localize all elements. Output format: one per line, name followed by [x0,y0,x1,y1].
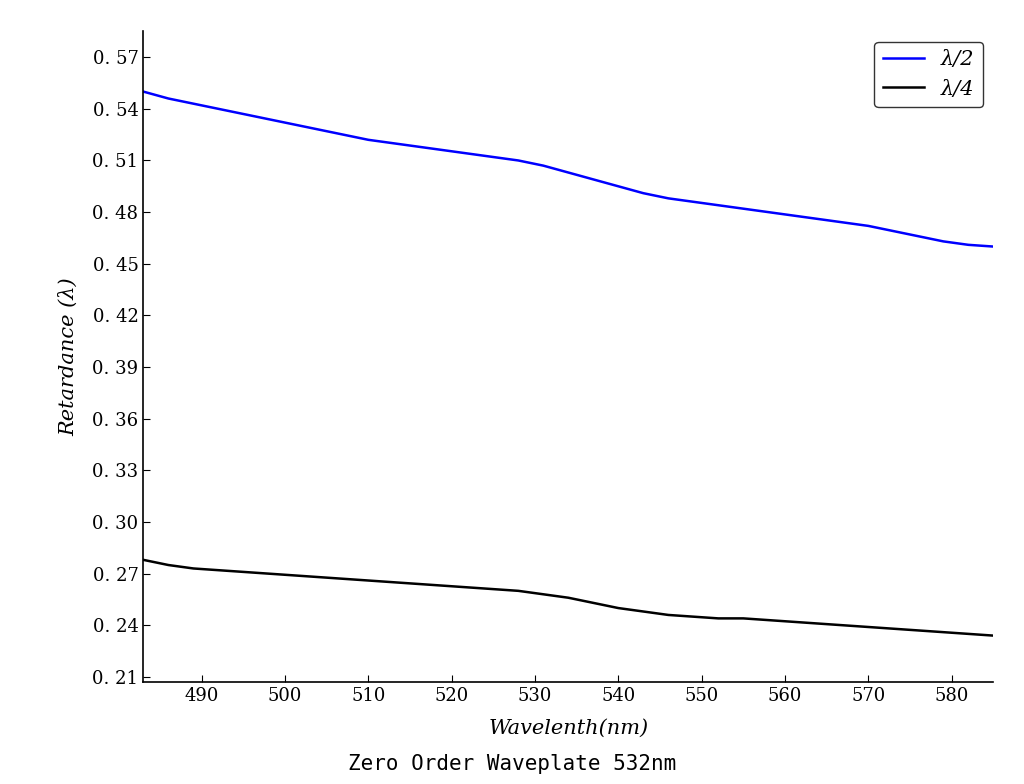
λ/4 [487,584,500,593]
λ/2 [262,114,274,124]
λ/2 [787,211,800,220]
λ/2 [963,240,975,249]
λ/4 [812,619,824,628]
λ/4 [212,565,224,575]
λ/4 [287,571,299,580]
λ/2 [612,182,625,191]
λ/2 [337,130,349,140]
X-axis label: Wavelenth(nm): Wavelenth(nm) [488,719,648,738]
λ/2 [812,214,824,223]
λ/4 [963,630,975,639]
λ/4 [512,586,524,596]
λ/2 [462,149,474,158]
λ/4 [787,617,800,626]
λ/4 [262,569,274,579]
λ/2 [587,175,599,184]
λ/4 [838,621,850,630]
λ/2 [687,197,699,206]
λ/2 [637,188,649,198]
λ/2 [538,161,550,170]
λ/4 [637,607,649,616]
λ/2 [512,156,524,165]
λ/2 [562,168,574,177]
λ/2 [663,194,675,203]
λ/2 [712,201,724,210]
λ/2 [762,208,774,217]
λ/4 [187,564,200,573]
λ/4 [663,610,675,619]
λ/4 [337,574,349,583]
λ/4 [862,622,874,632]
λ/4 [762,615,774,625]
λ/2 [887,227,899,236]
λ/4 [312,572,325,582]
λ/4 [737,614,750,623]
λ/2 [137,87,150,96]
λ/4 [387,578,399,587]
λ/4 [437,581,450,590]
λ/4 [562,593,574,602]
λ/4 [162,561,174,570]
Y-axis label: Retardance (λ): Retardance (λ) [59,278,79,436]
λ/2 [387,139,399,148]
Text: Zero Order Waveplate 532nm: Zero Order Waveplate 532nm [348,754,676,774]
λ/2 [238,109,250,118]
Line: λ/2: λ/2 [143,92,993,246]
λ/4 [712,614,724,623]
λ/4 [937,627,949,637]
λ/4 [238,567,250,576]
λ/2 [862,221,874,230]
λ/4 [612,604,625,613]
λ/2 [212,104,224,114]
λ/2 [287,120,299,129]
λ/2 [987,241,999,251]
λ/4 [987,631,999,641]
Line: λ/4: λ/4 [143,560,993,636]
λ/2 [187,99,200,108]
λ/2 [162,94,174,103]
λ/2 [838,218,850,227]
λ/4 [687,612,699,622]
λ/2 [437,146,450,155]
λ/2 [312,125,325,134]
λ/4 [362,575,375,585]
λ/4 [538,590,550,599]
λ/2 [737,204,750,213]
λ/4 [462,583,474,592]
λ/2 [487,152,500,162]
λ/4 [887,624,899,633]
λ/2 [937,237,949,246]
λ/2 [912,231,925,241]
λ/4 [587,598,599,608]
λ/4 [912,626,925,635]
Legend: λ/2, λ/4: λ/2, λ/4 [874,42,983,107]
λ/2 [413,142,425,151]
λ/4 [137,555,150,564]
λ/2 [362,135,375,144]
λ/4 [413,579,425,589]
